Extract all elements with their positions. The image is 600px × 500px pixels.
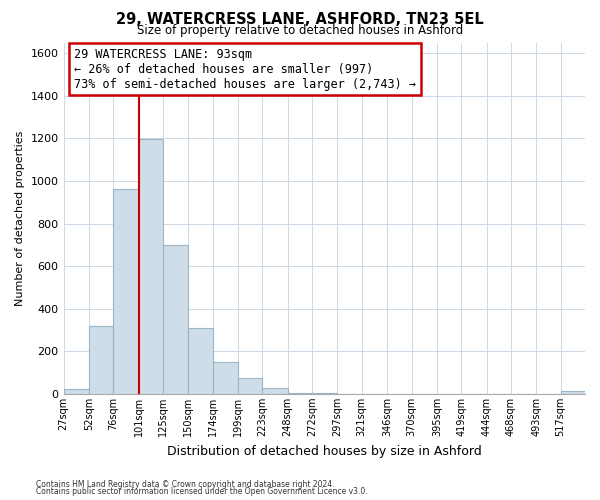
Text: Size of property relative to detached houses in Ashford: Size of property relative to detached ho… xyxy=(137,24,463,37)
X-axis label: Distribution of detached houses by size in Ashford: Distribution of detached houses by size … xyxy=(167,444,482,458)
Bar xyxy=(238,378,262,394)
Text: Contains HM Land Registry data © Crown copyright and database right 2024.: Contains HM Land Registry data © Crown c… xyxy=(36,480,335,489)
Text: Contains public sector information licensed under the Open Government Licence v3: Contains public sector information licen… xyxy=(36,487,368,496)
Bar xyxy=(312,393,337,394)
Bar xyxy=(188,328,212,394)
Bar xyxy=(288,393,312,394)
Bar xyxy=(262,388,288,394)
Bar xyxy=(212,362,238,394)
Y-axis label: Number of detached properties: Number of detached properties xyxy=(15,130,25,306)
Bar xyxy=(139,140,163,394)
Bar xyxy=(64,388,89,394)
Text: 29 WATERCRESS LANE: 93sqm
← 26% of detached houses are smaller (997)
73% of semi: 29 WATERCRESS LANE: 93sqm ← 26% of detac… xyxy=(74,48,416,91)
Bar xyxy=(163,245,188,394)
Text: 29, WATERCRESS LANE, ASHFORD, TN23 5EL: 29, WATERCRESS LANE, ASHFORD, TN23 5EL xyxy=(116,12,484,28)
Bar xyxy=(560,390,585,394)
Bar xyxy=(89,326,113,394)
Bar xyxy=(113,190,139,394)
